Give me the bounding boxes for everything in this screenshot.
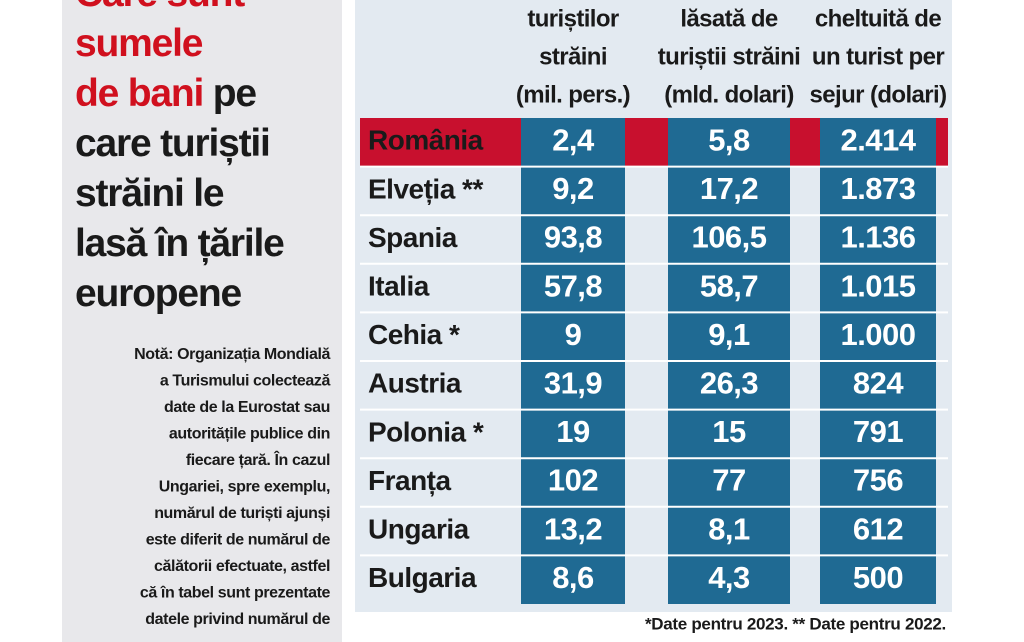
table-value: 791 [853,414,903,449]
note-line: autoritățile publice din [169,426,330,443]
table-value: 17,2 [700,171,758,206]
country-name: Cehia * [368,319,460,350]
country-name: România [368,125,484,156]
table-value: 5,8 [708,122,750,157]
column-header: turiștilor [527,5,619,32]
table-value: 77 [712,463,745,498]
column-header: sejur (dolari) [810,81,947,108]
table-value: 824 [853,365,904,400]
column-header: (mil. pers.) [516,81,630,108]
column-header: turiștii străini [658,43,800,70]
column-header: străini [539,43,607,70]
table-value: 2.414 [840,122,916,157]
table-value: 2,4 [552,122,595,157]
table-value: 9 [565,317,582,352]
title-line: lasă în țările [75,222,284,265]
country-name: Italia [368,270,430,301]
title-line: sumele [75,22,203,65]
table-value: 9,1 [708,317,750,352]
table-value: 756 [853,463,903,498]
table-value: 1.873 [840,171,915,206]
title-line: Care sunt [75,0,245,15]
title-line: străini le [75,172,224,215]
column-header: (mld. dolari) [664,81,794,108]
title-segment: care turiștii [75,122,270,165]
country-name: Austria [368,368,462,399]
note-line: fiecare țară. În cazul [186,450,330,469]
footnote: *Date pentru 2023. ** Date pentru 2022. [645,614,946,633]
table-value: 102 [548,463,598,498]
note-line: Ungariei, spre exemplu, [159,479,330,496]
table-value: 13,2 [544,511,602,546]
table-value: 500 [853,560,903,595]
table-value: 57,8 [544,268,603,303]
title-line: care turiștii [75,122,270,165]
note-line: este diferit de numărul de [146,532,331,549]
title-segment: străini le [75,172,224,215]
table-value: 19 [556,414,590,449]
country-name: Polonia * [368,416,484,447]
country-name: Bulgaria [368,562,477,593]
title-segment: sumele [75,22,203,65]
table-value: 93,8 [544,220,603,255]
title-segment: europene [75,272,241,315]
title-segment: lasă în țările [75,222,284,265]
table-value: 4,3 [708,560,750,595]
table-value: 1.000 [840,317,915,352]
table-value: 9,2 [552,171,594,206]
note-line: date de la Eurostat sau [164,399,330,416]
note-line: a Turismului colectează [160,373,331,390]
column-header: lăsată de [680,5,778,32]
title-segment: de bani [75,72,203,115]
title-line: europene [75,272,241,315]
note-line: numărul de turiști ajunși [154,505,330,522]
table-value: 58,7 [700,268,758,303]
table-value: 1.136 [840,220,915,255]
table-value: 8,1 [708,511,750,546]
country-name: Elveția ** [368,173,483,204]
table-value: 612 [853,511,903,546]
table-value: 1.015 [840,268,915,303]
country-name: Spania [368,222,458,253]
note-line: Notă: Organizația Mondială [134,346,330,363]
title-segment: Care sunt [75,0,245,15]
country-name: Ungaria [368,513,470,544]
note-line: călătorii efectuate, astfel [154,558,330,575]
table-value: 106,5 [691,220,766,255]
country-name: Franța [368,465,452,496]
note-line: datele privind numărul de [145,611,330,628]
column-header: un turist per [812,43,944,70]
title-segment: pe [213,72,257,115]
left-panel [62,0,342,642]
table-value: 26,3 [700,365,759,400]
table-value: 31,9 [544,365,603,400]
column-header: cheltuită de [815,5,941,32]
table-value: 15 [712,414,746,449]
note-line: că în tabel sunt prezentate [140,585,331,602]
title-line: de bani pe [75,72,256,115]
table-value: 8,6 [552,560,594,595]
